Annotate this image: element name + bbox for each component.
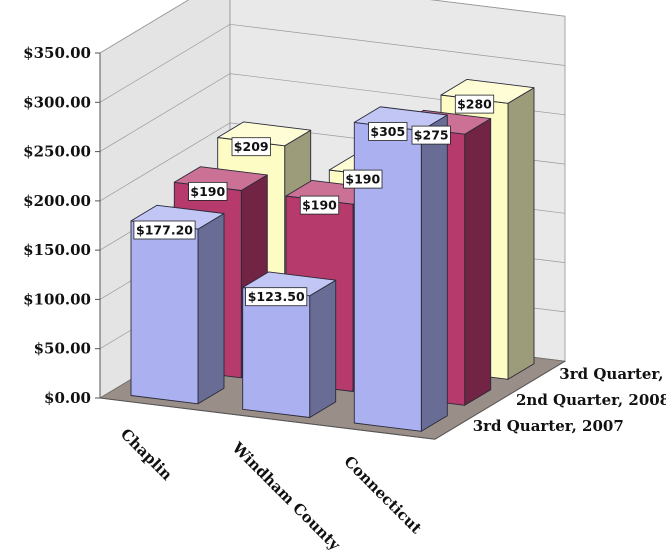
data-labels-layer: $209 $190 $280 $190 $190 $275 $177.20 $123.50 $3… xyxy=(133,94,495,307)
data-label-box xyxy=(299,195,340,215)
data-label: $209 xyxy=(231,137,271,157)
bar-side xyxy=(464,118,492,406)
y-tick-label: $50.00 xyxy=(34,340,91,358)
series-label: 3rd Quarter, 2007 xyxy=(473,417,624,435)
bar-side xyxy=(507,87,535,380)
category-label: Chaplin xyxy=(117,425,176,484)
data-label-text: $190 xyxy=(302,198,337,213)
data-label-text: $190 xyxy=(190,184,225,199)
bar-front xyxy=(242,287,311,418)
series-label: 2nd Quarter, 2008 xyxy=(516,391,666,409)
data-label: $190 xyxy=(188,181,228,201)
y-tick-label: $200.00 xyxy=(23,192,91,210)
y-tick-label: $350.00 xyxy=(23,44,91,62)
y-tick-label: $300.00 xyxy=(23,93,91,111)
bar-side xyxy=(420,114,448,432)
data-label: $305 xyxy=(368,122,408,141)
depth-axis-line xyxy=(434,360,566,440)
bar-front xyxy=(130,220,199,405)
bar xyxy=(353,106,448,432)
y-tick-label: $150.00 xyxy=(23,241,91,259)
data-label-box xyxy=(368,122,408,141)
data-label-box xyxy=(231,137,271,157)
data-label-box xyxy=(245,287,308,307)
gridline xyxy=(99,23,566,103)
data-label-text: $209 xyxy=(234,139,269,154)
bar-front xyxy=(353,121,422,432)
data-label: $275 xyxy=(411,125,451,145)
data-label-text: $190 xyxy=(345,172,380,187)
data-label-text: $177.20 xyxy=(136,223,193,238)
data-label-text: $275 xyxy=(414,128,449,143)
bars-layer xyxy=(130,78,535,432)
bar-side xyxy=(309,279,337,418)
data-label-text: $123.50 xyxy=(248,289,305,304)
bar xyxy=(130,204,225,405)
gridline xyxy=(99,0,566,54)
series-label: 3rd Quarter, 2008 xyxy=(559,365,666,383)
y-tick-label: $0.00 xyxy=(44,389,91,407)
data-label: $177.20 xyxy=(133,220,196,240)
series-axis-labels: 3rd Quarter, 2007 2nd Quarter, 2008 3rd Qu… xyxy=(473,365,666,435)
data-label-text: $305 xyxy=(370,124,405,139)
y-tick-label: $100.00 xyxy=(23,290,91,308)
data-label-box xyxy=(133,220,196,240)
y-tick-label: $250.00 xyxy=(23,143,91,161)
category-label: Connecticut xyxy=(340,452,425,537)
data-label: $280 xyxy=(454,94,495,114)
data-label: $190 xyxy=(299,195,340,215)
data-label: $190 xyxy=(343,169,383,189)
data-label-box xyxy=(411,125,451,145)
data-label-box xyxy=(188,181,228,201)
data-label-text: $280 xyxy=(457,97,492,112)
y-axis: $0.00 $50.00 $100.00 $150.00 $200.00 $250.00 $… xyxy=(23,44,100,407)
category-label: Windham County xyxy=(228,438,345,550)
bar-side xyxy=(197,213,225,405)
data-label-box xyxy=(454,94,495,114)
data-label-box xyxy=(343,169,383,189)
data-label: $123.50 xyxy=(245,287,308,307)
x-axis-line xyxy=(99,397,436,440)
